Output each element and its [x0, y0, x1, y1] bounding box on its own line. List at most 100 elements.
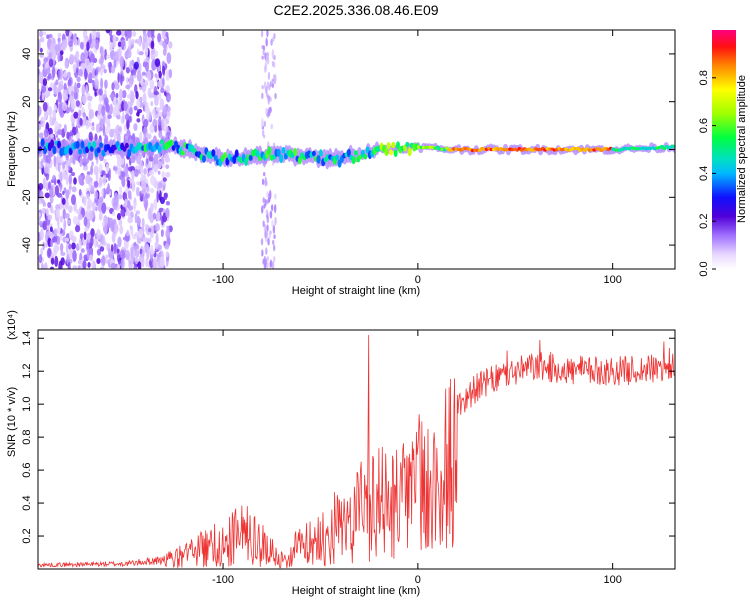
noise-speckle: [70, 194, 77, 206]
noise-speckle: [76, 82, 81, 89]
noise-speckle: [66, 219, 71, 225]
noise-speckle: [165, 85, 171, 94]
ridge-core: [281, 146, 286, 154]
noise-speckle: [67, 78, 72, 88]
noise-speckle: [56, 129, 63, 135]
noise-speckle: [116, 156, 122, 168]
noise-speckle: [269, 210, 273, 219]
ridge-core: [38, 146, 43, 152]
noise-speckle: [154, 73, 158, 78]
noise-speckle: [274, 217, 277, 226]
ridge-core: [335, 154, 340, 161]
noise-speckle: [266, 224, 269, 232]
noise-speckle: [161, 119, 165, 131]
noise-speckle: [60, 79, 64, 86]
snr-ylabel: SNR (10 * v/v): [6, 387, 18, 457]
noise-speckle: [39, 228, 44, 241]
noise-speckle: [69, 95, 73, 101]
noise-speckle: [261, 92, 264, 100]
noise-speckle: [164, 153, 170, 163]
noise-speckle: [104, 48, 108, 61]
ridge-core: [223, 152, 228, 159]
noise-speckle: [99, 196, 104, 203]
noise-speckle: [50, 239, 54, 248]
noise-speckle: [120, 40, 126, 48]
noise-speckle: [62, 89, 68, 102]
noise-speckle: [44, 192, 51, 199]
noise-speckle: [272, 36, 275, 42]
noise-speckle: [115, 102, 121, 112]
spectrogram-ytick-label: -20: [21, 189, 33, 205]
ridge-core: [225, 157, 230, 166]
noise-speckle: [266, 214, 269, 224]
ridge-core: [346, 148, 351, 158]
noise-speckle: [83, 195, 87, 207]
noise-speckle: [126, 30, 132, 38]
noise-speckle: [45, 61, 49, 69]
noise-speckle: [39, 30, 43, 38]
noise-speckle: [118, 88, 123, 101]
noise-speckle: [140, 165, 144, 178]
colorbar-tick-label: 0.8: [698, 70, 710, 85]
noise-speckle: [266, 256, 270, 261]
noise-speckle: [74, 225, 81, 233]
ridge-core: [391, 141, 396, 149]
noise-speckle: [86, 249, 90, 260]
noise-speckle: [79, 117, 83, 126]
noise-speckle: [271, 260, 275, 269]
noise-speckle: [53, 244, 58, 257]
noise-speckle: [116, 49, 122, 59]
noise-speckle: [78, 109, 82, 117]
noise-speckle: [148, 169, 155, 176]
ridge-core: [78, 148, 83, 155]
noise-speckle: [82, 259, 87, 269]
noise-speckle: [133, 61, 139, 70]
noise-speckle: [52, 109, 57, 120]
noise-speckle: [47, 73, 52, 80]
noise-speckle: [134, 232, 139, 237]
noise-speckle: [73, 91, 78, 100]
noise-speckle: [133, 202, 136, 212]
noise-speckle: [265, 231, 269, 238]
noise-speckle: [265, 107, 268, 115]
noise-speckle: [99, 266, 105, 269]
noise-speckle: [98, 58, 104, 65]
noise-speckle: [149, 111, 152, 121]
noise-speckle: [264, 176, 267, 187]
noise-speckle: [57, 40, 61, 53]
ridge-core: [276, 148, 281, 157]
noise-speckle: [158, 116, 162, 126]
noise-speckle: [166, 52, 172, 64]
ridge-core: [232, 155, 237, 164]
noise-speckle: [46, 34, 50, 40]
snr-xtick-label: 0: [415, 574, 421, 586]
noise-speckle: [162, 77, 165, 87]
noise-speckle: [74, 56, 77, 64]
noise-speckle: [38, 71, 43, 84]
noise-speckle: [145, 61, 149, 72]
noise-speckle: [88, 131, 93, 142]
noise-speckle: [112, 166, 119, 171]
noise-speckle: [90, 52, 95, 63]
snr-ticks: -100 0 100 0.2 0.4 0.6 0.8 1.0 1.2 1.4: [21, 330, 675, 586]
noise-speckle: [129, 60, 132, 69]
noise-speckle: [141, 255, 145, 268]
noise-speckle: [46, 225, 50, 231]
noise-speckle: [147, 70, 152, 82]
noise-speckle: [273, 203, 277, 214]
noise-speckle: [165, 200, 171, 206]
noise-speckle: [61, 39, 67, 51]
noise-speckle: [103, 158, 107, 164]
noise-speckle: [101, 188, 104, 198]
noise-speckle: [145, 133, 152, 140]
snr-xtick-label: 100: [603, 574, 621, 586]
noise-speckle: [128, 37, 132, 49]
noise-speckle: [264, 198, 267, 207]
noise-speckle: [95, 68, 99, 76]
noise-speckle: [150, 40, 155, 50]
noise-speckle: [113, 57, 117, 69]
noise-speckle: [81, 84, 86, 96]
noise-speckle: [88, 109, 95, 120]
noise-speckle: [274, 73, 277, 84]
ridge-core: [159, 139, 164, 145]
